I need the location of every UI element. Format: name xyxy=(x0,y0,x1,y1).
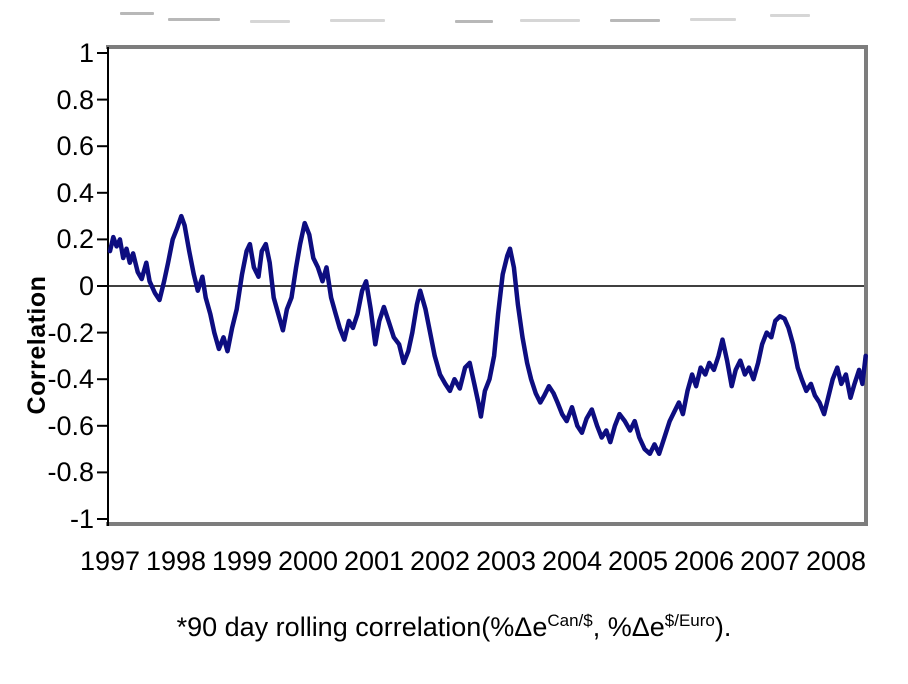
x-tick-label: 1998 xyxy=(145,546,207,576)
plot-border xyxy=(106,45,868,526)
y-tick-label: 0.4 xyxy=(56,177,94,208)
chart-caption: *90 day rolling correlation(%ΔeCan/$, %Δ… xyxy=(0,612,908,643)
caption-superscript-can-dollar: Can/$ xyxy=(547,611,593,630)
y-tick-label: 0 xyxy=(78,271,94,301)
x-tick-label: 1997 xyxy=(79,546,141,576)
y-tick-label: 0.2 xyxy=(56,224,94,255)
y-tick-label: -0.4 xyxy=(47,364,94,395)
caption-text-prefix: *90 day rolling correlation(%Δe xyxy=(176,612,548,642)
x-tick-label: 2000 xyxy=(277,546,339,576)
caption-superscript-dollar-euro: $/Euro xyxy=(664,611,715,630)
y-tick-label: -0.8 xyxy=(47,457,94,488)
y-tick-label: -1 xyxy=(69,504,94,534)
correlation-series-line xyxy=(107,213,868,457)
y-tick-label: 0.6 xyxy=(56,131,94,162)
y-tick-label: 0.8 xyxy=(56,84,94,115)
x-tick-label: 1999 xyxy=(211,546,273,576)
x-tick-label: 2001 xyxy=(343,546,405,576)
x-tick-label: 2007 xyxy=(739,546,801,576)
x-tick-label: 2008 xyxy=(805,546,867,576)
x-tick-label: 2004 xyxy=(541,546,603,576)
x-tick-label: 2003 xyxy=(475,546,537,576)
caption-text-suffix: ). xyxy=(714,612,732,642)
y-tick-label: 1 xyxy=(78,38,94,68)
x-tick-label: 2005 xyxy=(607,546,669,576)
y-tick-label: -0.2 xyxy=(47,317,94,348)
y-tick-label: -0.6 xyxy=(47,410,94,441)
x-tick-label: 2006 xyxy=(673,546,735,576)
caption-text-mid: , %Δe xyxy=(592,612,665,642)
x-tick-label: 2002 xyxy=(409,546,471,576)
